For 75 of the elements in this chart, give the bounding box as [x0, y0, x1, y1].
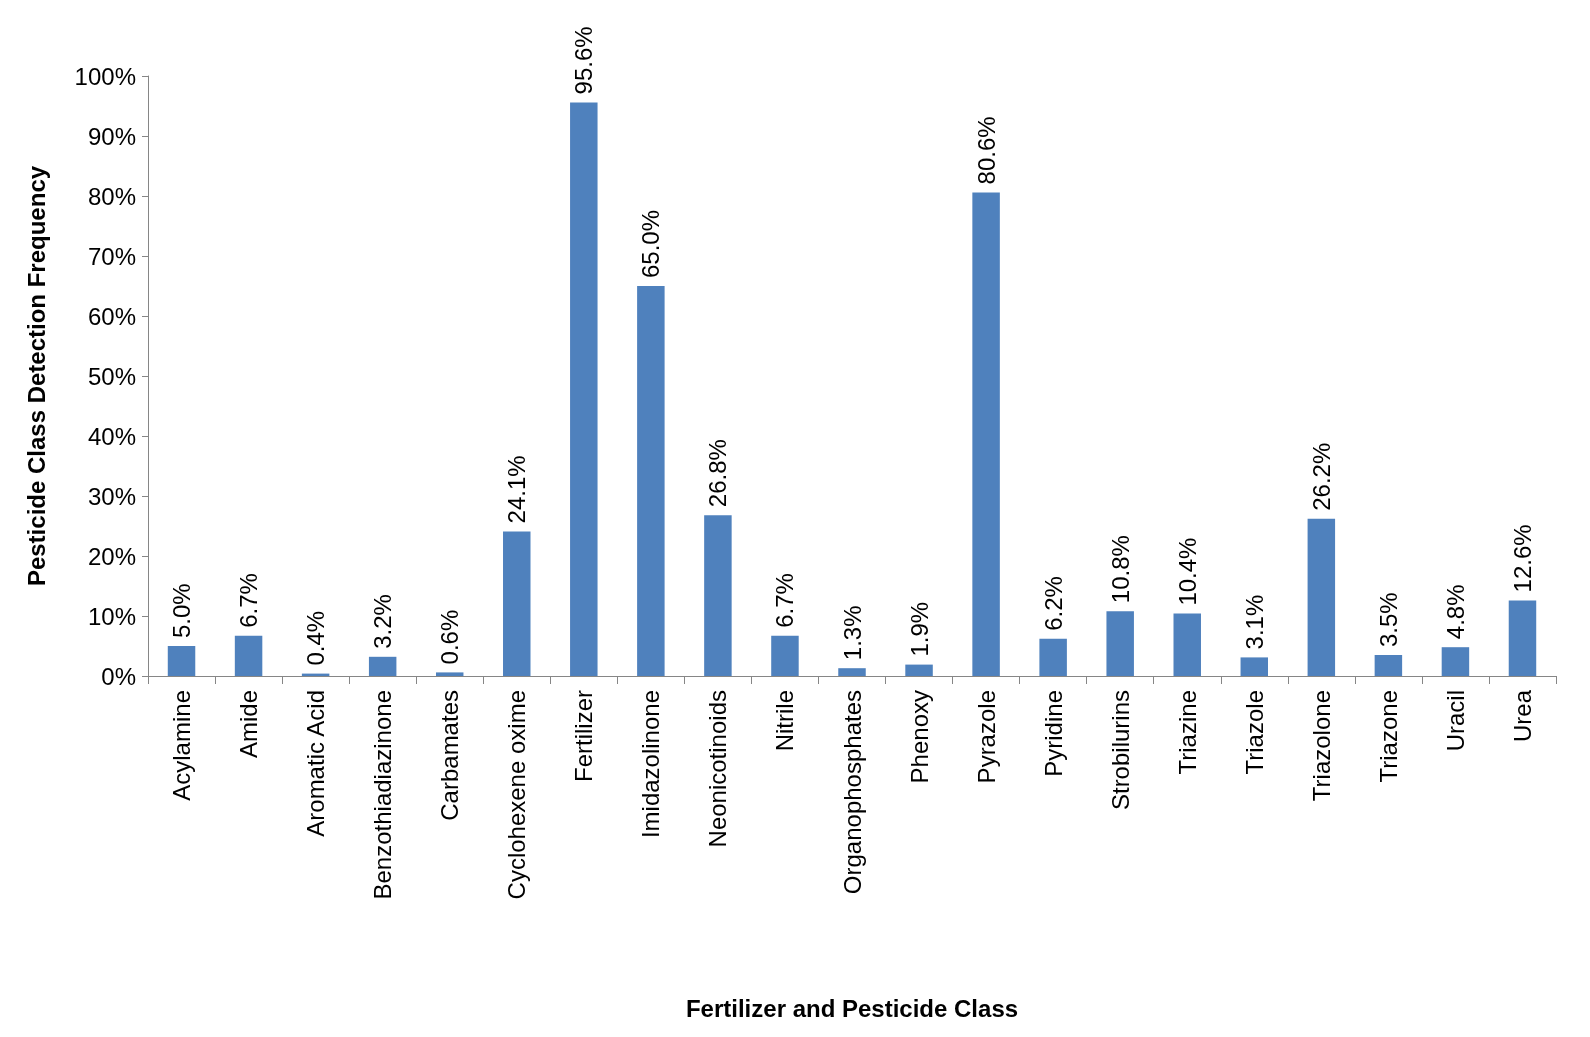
x-tick-label: Triazone	[1374, 690, 1402, 783]
bar	[1307, 518, 1336, 676]
bar	[1508, 600, 1537, 676]
y-axis-title: Pesticide Class Detection Frequency	[22, 165, 50, 587]
y-tick-label: 10%	[87, 602, 136, 630]
data-label: 4.8%	[1441, 584, 1469, 640]
y-tick-label: 90%	[87, 122, 136, 150]
x-tick-label: Imidazolinone	[637, 690, 665, 839]
data-label: 10.4%	[1173, 537, 1201, 606]
x-tick-label: Acylamine	[168, 690, 196, 801]
data-label: 80.6%	[972, 116, 1000, 185]
bar	[570, 102, 598, 676]
x-tick-label: Urea	[1508, 689, 1536, 743]
x-tick-label: Nitrile	[771, 690, 799, 752]
x-tick-label: Phenoxy	[905, 690, 933, 784]
x-tick-label: Fertilizer	[570, 690, 598, 783]
x-tick-label: Pyrazole	[972, 690, 1000, 784]
bar	[637, 286, 665, 676]
bar	[838, 668, 866, 676]
data-label: 10.8%	[1106, 535, 1134, 604]
data-label: 1.9%	[905, 601, 933, 657]
bar	[1039, 638, 1067, 676]
data-label: 6.2%	[1039, 576, 1067, 631]
bar	[234, 635, 263, 676]
bar	[1441, 647, 1470, 676]
bar	[972, 192, 1000, 676]
data-label: 26.8%	[704, 439, 732, 508]
data-label: 95.6%	[570, 26, 598, 95]
x-tick-label: Pyridine	[1039, 690, 1067, 777]
bar	[1173, 613, 1201, 676]
x-tick-label: Organophosphates	[838, 690, 866, 895]
y-tick-label: 80%	[87, 182, 136, 210]
data-label: 12.6%	[1508, 524, 1536, 593]
x-tick-label: Strobilurins	[1106, 690, 1134, 811]
x-tick-label: Neonicotinoids	[704, 690, 732, 848]
data-label: 65.0%	[637, 209, 665, 278]
x-tick-label: Uracil	[1441, 690, 1469, 752]
x-axis-title: Fertilizer and Pesticide Class	[685, 994, 1019, 1022]
bar	[368, 656, 397, 676]
data-label: 6.7%	[771, 573, 799, 628]
data-label: 0.6%	[436, 609, 464, 665]
bar	[1240, 657, 1269, 676]
x-tick-label: Aromatic Acid	[302, 690, 330, 837]
x-tick-label: Benzothiadiazinone	[369, 690, 397, 900]
data-label: 1.3%	[838, 605, 866, 661]
bar	[1374, 655, 1403, 676]
x-tick-label: Carbamates	[436, 690, 464, 821]
x-tick-label: Amide	[235, 690, 263, 759]
data-label: 5.0%	[168, 583, 196, 638]
data-label: 0.4%	[302, 610, 330, 666]
y-tick-label: 50%	[87, 362, 136, 390]
y-tick-label: 100%	[74, 62, 136, 90]
y-tick-label: 0%	[101, 662, 136, 690]
y-tick-label: 30%	[87, 482, 136, 510]
x-tick-label: Triazolone	[1307, 690, 1335, 802]
bar	[704, 515, 732, 676]
data-label: 6.7%	[235, 573, 263, 628]
bar	[503, 531, 531, 676]
x-tick-label: Triazine	[1173, 690, 1201, 775]
data-label: 24.1%	[503, 455, 531, 524]
bar	[905, 664, 933, 676]
data-label: 3.1%	[1240, 594, 1268, 650]
data-label: 3.2%	[369, 594, 397, 649]
x-tick-label: Cyclohexene oxime	[503, 690, 531, 900]
data-label: 26.2%	[1307, 442, 1335, 511]
bar	[771, 635, 799, 676]
bar	[435, 672, 464, 676]
y-tick-label: 20%	[87, 542, 136, 570]
bar	[1106, 611, 1134, 676]
bar	[167, 646, 196, 676]
y-tick-label: 70%	[87, 242, 136, 270]
data-label: 3.5%	[1374, 592, 1402, 647]
y-tick-label: 40%	[87, 422, 136, 450]
y-tick-label: 60%	[87, 302, 136, 330]
x-tick-label: Triazole	[1240, 690, 1268, 775]
